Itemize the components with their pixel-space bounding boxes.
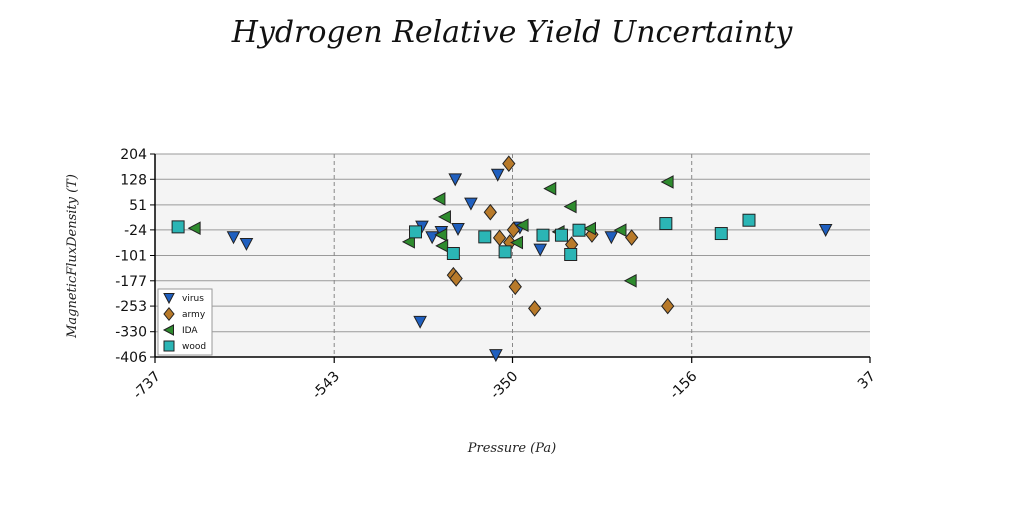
y-axis-label: MagneticFluxDensity (T) bbox=[65, 174, 80, 339]
x-tick-label: -543 bbox=[309, 369, 343, 403]
x-axis-label: Pressure (Pa) bbox=[467, 441, 556, 456]
y-tick-label: 204 bbox=[120, 147, 147, 163]
point-wood bbox=[479, 231, 491, 243]
y-tick-label: -24 bbox=[124, 223, 147, 239]
point-wood bbox=[410, 226, 422, 238]
legend-marker-wood bbox=[164, 341, 174, 351]
y-tick-label: -406 bbox=[115, 350, 147, 366]
point-wood bbox=[555, 229, 567, 241]
x-tick-label: -156 bbox=[667, 368, 701, 402]
y-tick-label: 128 bbox=[120, 172, 147, 188]
point-wood bbox=[743, 214, 755, 226]
x-tick-labels: -737 -543 -350 -156 37 bbox=[130, 368, 879, 402]
point-wood bbox=[537, 229, 549, 241]
legend-label-wood: wood bbox=[182, 342, 206, 352]
y-tick-label: -177 bbox=[115, 274, 147, 290]
y-tick-label: -101 bbox=[115, 249, 147, 265]
x-tick-label: -350 bbox=[488, 369, 522, 403]
y-tick-label: 51 bbox=[129, 198, 147, 214]
point-wood bbox=[447, 248, 459, 260]
legend-label-army: army bbox=[182, 310, 206, 320]
point-wood bbox=[499, 246, 511, 258]
legend: virus army IDA wood bbox=[158, 289, 212, 355]
y-tick-label: -253 bbox=[115, 299, 147, 315]
y-tick-label: -330 bbox=[115, 325, 147, 341]
x-tick-label: 37 bbox=[855, 369, 879, 393]
x-tick-label: -737 bbox=[130, 369, 164, 403]
legend-label-virus: virus bbox=[182, 294, 204, 304]
point-wood bbox=[573, 224, 585, 236]
point-wood bbox=[565, 249, 577, 261]
y-tick-labels: 204 128 51 -24 -101 -177 -253 -330 -406 bbox=[115, 147, 147, 366]
point-wood bbox=[660, 218, 672, 230]
legend-label-IDA: IDA bbox=[182, 326, 198, 336]
point-wood bbox=[172, 221, 184, 233]
chart-title: Hydrogen Relative Yield Uncertainty bbox=[231, 15, 794, 50]
point-wood bbox=[715, 228, 727, 240]
